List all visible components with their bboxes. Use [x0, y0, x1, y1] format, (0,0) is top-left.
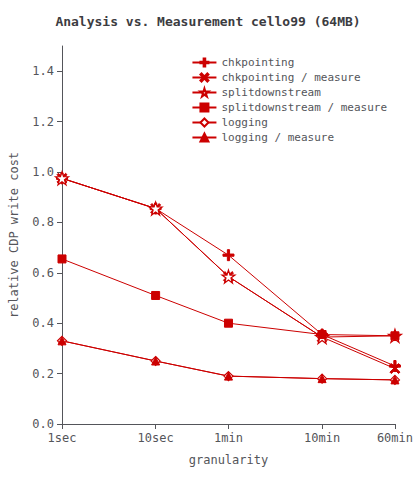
- svg-text:granularity: granularity: [189, 453, 268, 467]
- svg-text:1.2: 1.2: [32, 115, 54, 129]
- svg-text:0.8: 0.8: [32, 215, 54, 229]
- svg-text:1.0: 1.0: [32, 165, 54, 179]
- svg-text:1sec: 1sec: [48, 431, 77, 445]
- svg-text:logging / measure: logging / measure: [221, 131, 334, 144]
- svg-text:Analysis vs. Measurement cello: Analysis vs. Measurement cello99 (64MB): [55, 14, 360, 29]
- svg-text:logging: logging: [221, 116, 267, 129]
- svg-text:60min: 60min: [377, 431, 413, 445]
- svg-text:1min: 1min: [214, 431, 243, 445]
- svg-text:0.2: 0.2: [32, 367, 54, 381]
- svg-text:10sec: 10sec: [138, 431, 174, 445]
- svg-text:0.4: 0.4: [32, 316, 54, 330]
- svg-text:chkpointing: chkpointing: [221, 56, 294, 69]
- svg-text:0.0: 0.0: [32, 417, 54, 431]
- svg-text:splitdownstream / measure: splitdownstream / measure: [221, 101, 387, 114]
- svg-text:relative CDP write cost: relative CDP write cost: [7, 152, 21, 318]
- svg-text:splitdownstream: splitdownstream: [221, 86, 321, 99]
- svg-text:chkpointing / measure: chkpointing / measure: [221, 71, 360, 84]
- svg-text:10min: 10min: [304, 431, 340, 445]
- svg-text:1.4: 1.4: [32, 64, 54, 78]
- svg-text:0.6: 0.6: [32, 266, 54, 280]
